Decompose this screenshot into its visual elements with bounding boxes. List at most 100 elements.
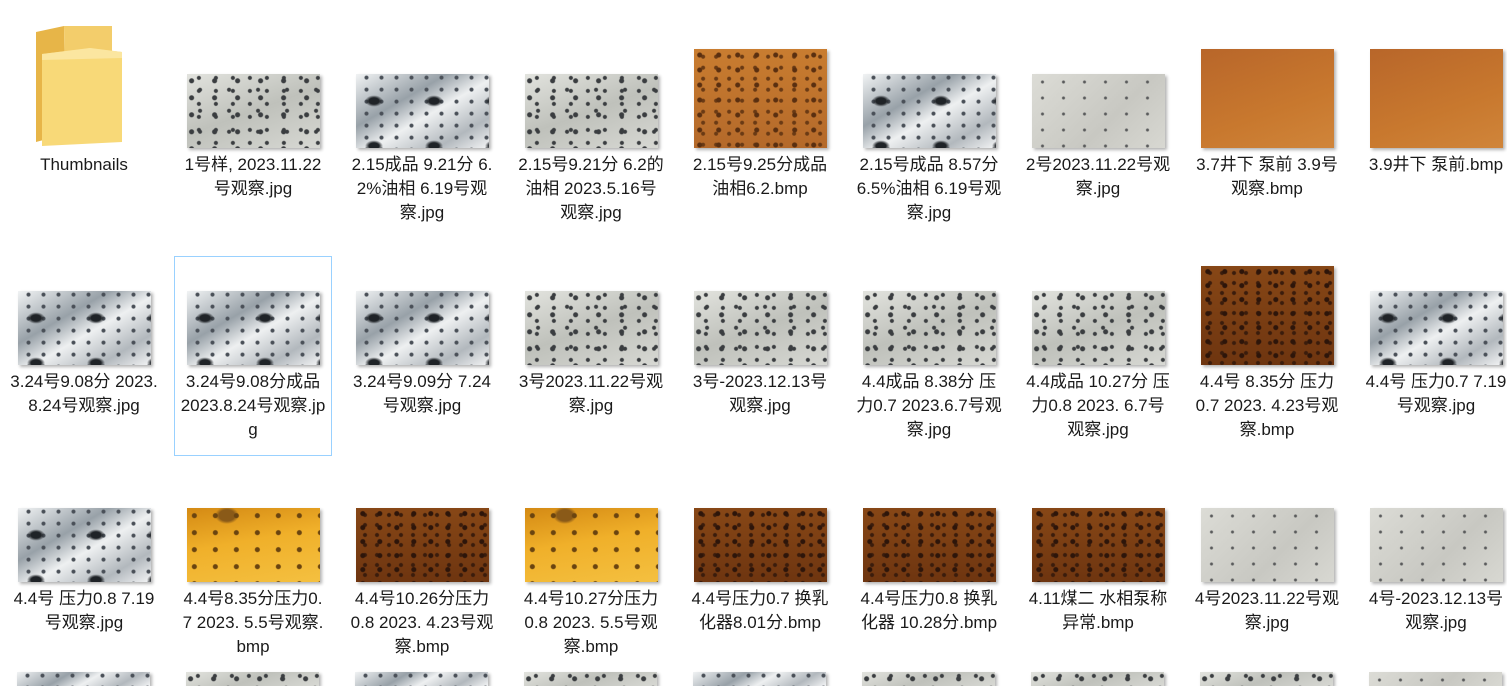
file-item[interactable]: 4.4号10.27分压力0.8 2023. 5.5号观察.bmp: [512, 473, 670, 673]
file-label: 3.24号9.08分 2023.8.24号观察.jpg: [10, 372, 158, 415]
thumbnail-area: [344, 40, 500, 150]
file-item[interactable]: 1号样, 2023.11.22号观察.jpg: [174, 39, 332, 239]
thumbnail-image: [1200, 49, 1334, 148]
file-item[interactable]: 4.4号 压力0.8 7.19号观察.jpg: [5, 473, 163, 673]
file-item[interactable]: 2号2023.11.22号观察.jpg: [1019, 39, 1177, 239]
thumbnail-area: [6, 257, 162, 367]
file-label: 1号样, 2023.11.22号观察.jpg: [184, 155, 322, 198]
thumbnail-image: [524, 74, 658, 148]
thumbnail-area: [1189, 40, 1345, 150]
folder-item-thumbnails[interactable]: Thumbnails: [5, 26, 163, 239]
thumbnail-image: [1200, 508, 1334, 582]
thumbnail-area: [851, 40, 1007, 150]
thumbnail-image: [693, 49, 827, 148]
file-label: 3.24号9.08分成品 2023.8.24号观察.jpg: [180, 372, 326, 439]
file-item[interactable]: 4.4号8.35分压力0.7 2023. 5.5号观察.bmp: [174, 473, 332, 673]
file-item[interactable]: 2.15成品 9.21分 6.2%油相 6.19号观察.jpg: [343, 39, 501, 239]
folder-label: Thumbnails: [40, 155, 128, 174]
thumbnail-area: [1189, 257, 1345, 367]
thumbnail-image: [1369, 291, 1503, 365]
file-item[interactable]: 4.4成品 8.38分 压力0.7 2023.6.7号观察.jpg: [850, 256, 1008, 456]
thumbnail-image: [693, 672, 826, 686]
file-label: 2.15号9.21分 6.2的油相 2023.5.16号观察.jpg: [518, 155, 664, 222]
thumbnail-image: [355, 291, 489, 365]
thumbnail-area: [175, 257, 331, 367]
file-item[interactable]: 3.24号9.09分 7.24号观察.jpg: [343, 256, 501, 456]
folder-icon: [36, 26, 122, 146]
file-item[interactable]: 4.4号 压力0.7 7.19号观察.jpg: [1357, 256, 1507, 456]
thumbnail-area: [513, 40, 669, 150]
file-item[interactable]: 4.4号10.26分压力0.8 2023. 4.23号观察.bmp: [343, 473, 501, 673]
thumbnail-image: [1200, 672, 1333, 686]
thumbnail-area: [1358, 257, 1507, 367]
thumbnail-image: [17, 508, 151, 582]
file-label: 4号2023.11.22号观察.jpg: [1194, 589, 1340, 632]
thumbnail-area: [1358, 40, 1507, 150]
thumbnail-image: [693, 508, 827, 582]
thumbnail-image: [524, 291, 658, 365]
thumbnail-image: [186, 291, 320, 365]
thumbnail-area: [6, 474, 162, 584]
thumbnail-image: [862, 672, 995, 686]
thumbnail-image: [1369, 49, 1503, 148]
file-label: 4.11煤二 水相泵称异常.bmp: [1028, 589, 1168, 632]
thumbnail-area: [1020, 257, 1176, 367]
thumbnail-area: [344, 474, 500, 584]
file-item[interactable]: 3.24号9.08分 2023.8.24号观察.jpg: [5, 256, 163, 456]
thumbnail-image: [862, 508, 996, 582]
thumbnail-image: [1369, 508, 1503, 582]
file-label: 2.15成品 9.21分 6.2%油相 6.19号观察.jpg: [351, 155, 493, 222]
thumbnail-area: [851, 474, 1007, 584]
file-item[interactable]: 4.11煤二 水相泵称异常.bmp: [1019, 473, 1177, 673]
thumbnail-area: [344, 257, 500, 367]
file-label: 2号2023.11.22号观察.jpg: [1025, 155, 1171, 198]
file-label: 3号-2023.12.13号观察.jpg: [692, 372, 828, 415]
thumbnail-area: [1189, 474, 1345, 584]
file-item[interactable]: 3.9井下 泵前.bmp: [1357, 39, 1507, 239]
thumbnail-image: [186, 508, 320, 582]
thumbnail-area: [851, 257, 1007, 367]
file-item[interactable]: 2.15号成品 8.57分 6.5%油相 6.19号观察.jpg: [850, 39, 1008, 239]
file-item[interactable]: 3.7井下 泵前 3.9号观察.bmp: [1188, 39, 1346, 239]
file-item[interactable]: 4号2023.11.22号观察.jpg: [1188, 473, 1346, 673]
file-item[interactable]: 4号-2023.12.13号观察.jpg: [1357, 473, 1507, 673]
thumbnail-image: [1031, 74, 1165, 148]
file-item[interactable]: 4.4号压力0.8 换乳化器 10.28分.bmp: [850, 473, 1008, 673]
file-label: 4.4号压力0.8 换乳化器 10.28分.bmp: [860, 589, 998, 632]
thumbnail-area: [1020, 474, 1176, 584]
file-item[interactable]: 4.4号 8.35分 压力0.7 2023. 4.23号观察.bmp: [1188, 256, 1346, 456]
file-label: 4.4号10.26分压力0.8 2023. 4.23号观察.bmp: [350, 589, 494, 656]
thumbnail-image: [524, 672, 657, 686]
file-item[interactable]: 2.15号9.25分成品 油相6.2.bmp: [681, 39, 839, 239]
file-label: 4.4号压力0.7 换乳化器8.01分.bmp: [691, 589, 829, 632]
file-item[interactable]: 2.15号9.21分 6.2的油相 2023.5.16号观察.jpg: [512, 39, 670, 239]
thumbnail-image: [1031, 672, 1164, 686]
thumbnail-area: [682, 474, 838, 584]
file-item[interactable]: 3号2023.11.22号观察.jpg: [512, 256, 670, 456]
file-label: 4.4号 压力0.7 7.19号观察.jpg: [1365, 372, 1507, 415]
file-item[interactable]: 4.4号压力0.7 换乳化器8.01分.bmp: [681, 473, 839, 673]
thumbnail-image: [1200, 266, 1334, 365]
thumbnail-area: [682, 257, 838, 367]
file-label: 4.4成品 8.38分 压力0.7 2023.6.7号观察.jpg: [856, 372, 1002, 439]
file-label: 4.4号10.27分压力0.8 2023. 5.5号观察.bmp: [523, 589, 659, 656]
file-label: 3.7井下 泵前 3.9号观察.bmp: [1196, 155, 1338, 198]
thumbnail-image: [17, 291, 151, 365]
thumbnail-image: [355, 74, 489, 148]
thumbnail-image: [862, 291, 996, 365]
file-label: 2.15号成品 8.57分 6.5%油相 6.19号观察.jpg: [856, 155, 1002, 222]
thumbnail-area: [175, 40, 331, 150]
thumbnail-image: [355, 672, 488, 686]
file-label: 3.9井下 泵前.bmp: [1368, 155, 1504, 174]
thumbnail-image: [186, 74, 320, 148]
file-item[interactable]: 4.4成品 10.27分 压力0.8 2023. 6.7号观察.jpg: [1019, 256, 1177, 456]
file-label: 4.4号8.35分压力0.7 2023. 5.5号观察.bmp: [182, 589, 324, 656]
file-label: 4.4号 压力0.8 7.19号观察.jpg: [13, 589, 155, 632]
thumbnail-image: [355, 508, 489, 582]
file-item[interactable]: 3.24号9.08分成品 2023.8.24号观察.jpg: [174, 256, 332, 456]
file-item[interactable]: 3号-2023.12.13号观察.jpg: [681, 256, 839, 456]
file-label: 3号2023.11.22号观察.jpg: [518, 372, 664, 415]
file-label: 4.4号 8.35分 压力0.7 2023. 4.23号观察.bmp: [1195, 372, 1339, 439]
file-label: 4.4成品 10.27分 压力0.8 2023. 6.7号观察.jpg: [1026, 372, 1170, 439]
